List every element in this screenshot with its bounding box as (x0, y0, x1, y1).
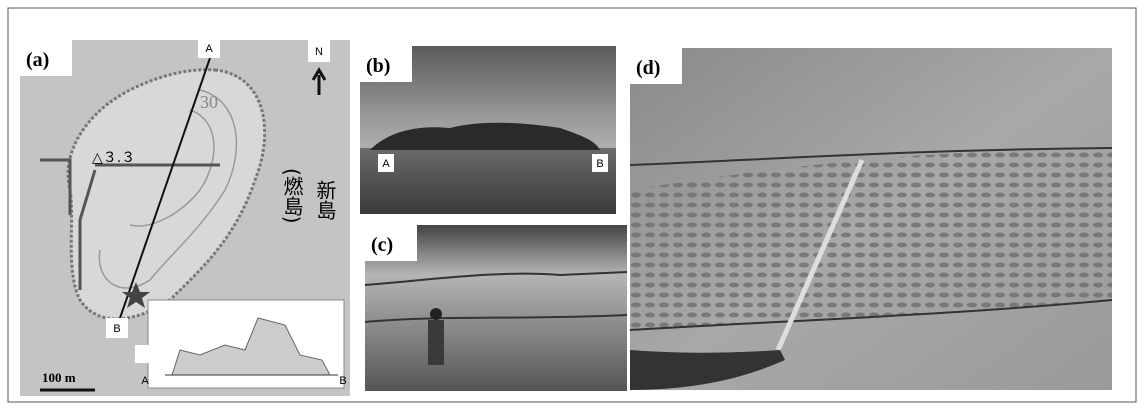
elevation: △３.３ (92, 150, 135, 166)
marker-label: B (596, 158, 603, 170)
profile-end: B (339, 375, 346, 387)
profile-start: A (141, 375, 149, 387)
north-label: N (315, 46, 323, 58)
panel-d: (d) (630, 48, 1112, 390)
marker-label: A (382, 158, 390, 170)
figure: A B N △３.３ 30 新島 (燃島) 100 m A B (a) (b) … (0, 0, 1144, 410)
page: A B N △３.３ 30 新島 (燃島) 100 m A B (a) (b) … (0, 0, 1144, 410)
island-name: 新島 (313, 180, 337, 220)
panel-c: (c) (365, 225, 627, 391)
panel-b: (b) A B (360, 46, 616, 214)
tag-bg (135, 345, 155, 363)
contour-label: 30 (200, 92, 218, 112)
panel-a: A B N △３.３ 30 新島 (燃島) 100 m A B (a) (20, 38, 350, 396)
person-head (430, 308, 442, 320)
panel-label: (c) (371, 234, 393, 256)
marker-label: A (205, 43, 213, 55)
panel-label: (b) (366, 55, 390, 77)
scale-label: 100 m (42, 370, 76, 385)
panel-label: (a) (26, 49, 49, 71)
sea (360, 148, 616, 214)
panel-label: (d) (636, 57, 660, 79)
island-alt-name: (燃島) (280, 168, 304, 224)
marker-label: B (113, 323, 120, 335)
person (428, 320, 444, 365)
